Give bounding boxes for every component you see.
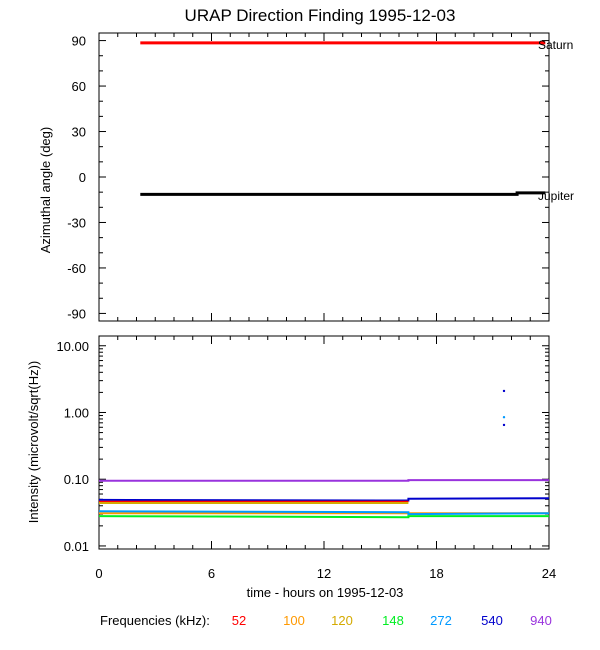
legend-item-148: 148 [382, 613, 404, 628]
time-tick-label: 18 [429, 566, 443, 581]
series-148-line [98, 515, 549, 519]
series-272-point [502, 415, 506, 419]
legend-item-100: 100 [283, 613, 305, 628]
legend-item-940: 940 [530, 613, 552, 628]
azimuth-tick-label: 90 [72, 34, 86, 49]
azimuth-tick-label: 30 [72, 125, 86, 140]
series-272-line [98, 510, 550, 516]
legend-item-120: 120 [331, 613, 353, 628]
legend-item-540: 540 [481, 613, 503, 628]
frequency-legend: Frequencies (kHz): 52 100 120 148 272 540 940 [100, 613, 552, 628]
azimuth-axis-label: Azimuthal angle (deg) [38, 127, 53, 253]
azimuth-plot-frame [98, 32, 550, 322]
series-540-point [502, 423, 506, 427]
time-tick-label: 12 [317, 566, 331, 581]
time-axis-label: time - hours on 1995-12-03 [247, 585, 404, 600]
legend-label: Frequencies (kHz): [100, 613, 210, 628]
azimuth-panel: 90 60 30 0 -30 -60 -90 Azimuthal angle (deg) S… [38, 32, 574, 322]
azimuth-tick-label: -60 [67, 261, 86, 276]
jupiter-label: Jupiter [538, 189, 574, 203]
series-540-point [502, 389, 506, 393]
legend-item-272: 272 [430, 613, 452, 628]
intensity-tick-label: 0.01 [64, 539, 89, 554]
azimuth-tick-label: -90 [67, 306, 86, 321]
intensity-tick-label: 1.00 [64, 405, 89, 420]
legend-item-52: 52 [232, 613, 246, 628]
series-jupiter-line [140, 191, 546, 196]
intensity-panel: 10.00 1.00 0.10 0.01 Intensity (microvolt/s… [26, 335, 550, 554]
series-540-line [98, 497, 550, 502]
intensity-tick-label: 10.00 [56, 339, 89, 354]
intensity-axis-label: Intensity (microvolt/sqrt(Hz)) [26, 361, 41, 524]
saturn-label: Saturn [538, 38, 573, 52]
azimuth-tick-label: 60 [72, 79, 86, 94]
azimuth-tick-label: 0 [79, 170, 86, 185]
azimuth-tick-label: -30 [67, 215, 86, 230]
time-tick-label: 6 [208, 566, 215, 581]
time-tick-label: 24 [542, 566, 556, 581]
time-tick-label: 0 [95, 566, 102, 581]
chart-title: URAP Direction Finding 1995-12-03 [185, 6, 456, 25]
intensity-tick-label: 0.10 [64, 472, 89, 487]
series-940-line [99, 479, 549, 482]
